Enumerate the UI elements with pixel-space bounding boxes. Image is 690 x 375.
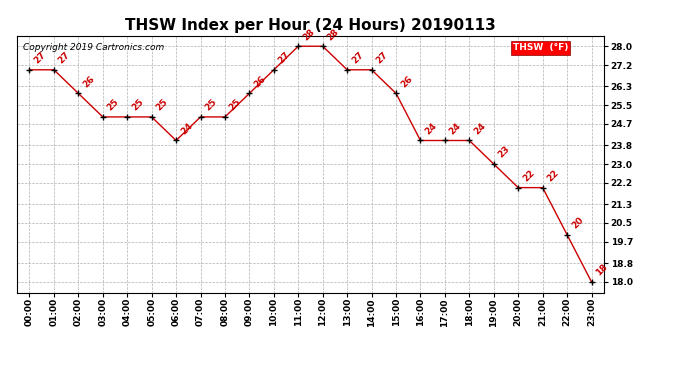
Text: THSW  (°F): THSW (°F) <box>513 44 569 52</box>
Text: 25: 25 <box>130 98 145 113</box>
Title: THSW Index per Hour (24 Hours) 20190113: THSW Index per Hour (24 Hours) 20190113 <box>125 18 496 33</box>
Text: 22: 22 <box>521 168 536 183</box>
Text: 26: 26 <box>81 74 97 89</box>
Text: 18: 18 <box>594 262 609 278</box>
Text: 26: 26 <box>252 74 268 89</box>
Text: 25: 25 <box>228 98 243 113</box>
Text: 24: 24 <box>448 121 463 136</box>
Text: 25: 25 <box>204 98 219 113</box>
Text: 23: 23 <box>497 145 512 160</box>
Text: 22: 22 <box>545 168 561 183</box>
Text: 27: 27 <box>32 50 48 66</box>
Text: 20: 20 <box>570 216 585 231</box>
Text: 27: 27 <box>277 50 292 66</box>
Text: 24: 24 <box>472 121 487 136</box>
Text: 28: 28 <box>326 27 341 42</box>
Text: 25: 25 <box>155 98 170 113</box>
Text: 28: 28 <box>301 27 316 42</box>
Text: 24: 24 <box>423 121 439 136</box>
Text: 27: 27 <box>350 50 365 66</box>
Text: 26: 26 <box>399 74 414 89</box>
Text: 24: 24 <box>179 121 194 136</box>
Text: 27: 27 <box>375 50 390 66</box>
Text: 25: 25 <box>106 98 121 113</box>
Text: Copyright 2019 Cartronics.com: Copyright 2019 Cartronics.com <box>23 44 164 52</box>
Text: 27: 27 <box>57 50 72 66</box>
